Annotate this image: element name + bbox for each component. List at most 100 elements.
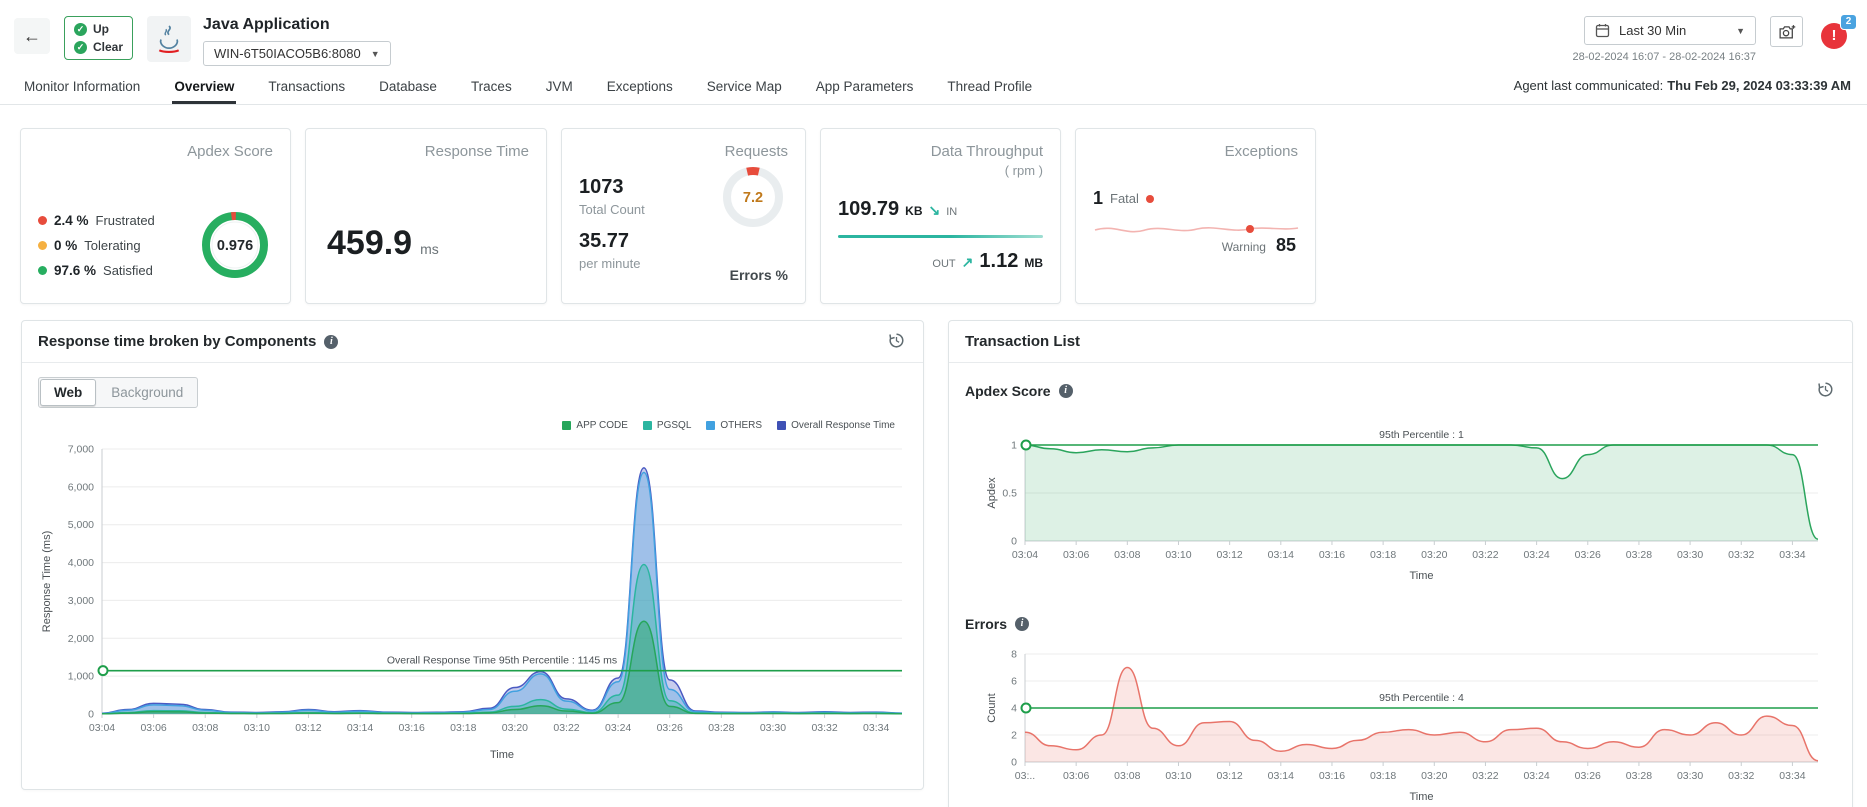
legend-item[interactable]: OTHERS	[706, 420, 762, 431]
tab-monitor-information[interactable]: Monitor Information	[22, 71, 142, 104]
back-button[interactable]: ←	[14, 18, 50, 54]
svg-text:03:06: 03:06	[1063, 770, 1089, 782]
svg-text:03:26: 03:26	[657, 722, 683, 734]
svg-text:03:04: 03:04	[89, 722, 115, 734]
java-logo-icon	[158, 25, 180, 53]
tab-transactions[interactable]: Transactions	[266, 71, 347, 104]
legend-label: PGSQL	[656, 420, 692, 431]
requests-total-label: Total Count	[579, 201, 645, 217]
svg-text:03:12: 03:12	[1217, 770, 1243, 782]
tab-thread-profile[interactable]: Thread Profile	[945, 71, 1034, 104]
chevron-down-icon: ▼	[1736, 25, 1745, 36]
tab-database[interactable]: Database	[377, 71, 439, 104]
tab-service-map[interactable]: Service Map	[705, 71, 784, 104]
host-name: WIN-6T50IACO5B6:8080	[214, 46, 361, 61]
tab-jvm[interactable]: JVM	[544, 71, 575, 104]
host-selector[interactable]: WIN-6T50IACO5B6:8080 ▼	[203, 41, 391, 66]
availability-status: ✓ Up	[74, 22, 123, 36]
status-dot	[38, 215, 47, 225]
availability-label: Up	[93, 22, 109, 36]
tab-bar: Monitor Information Overview Transactions D…	[0, 68, 1867, 105]
date-range-label: 28-02-2024 16:07 - 28-02-2024 16:37	[1572, 51, 1756, 63]
apdex-chart: 0 0.5 1 03:04 03:06 03:08 03:10 03:12 03:14 03:16…	[965, 427, 1836, 590]
apdex-frustrated-arc	[202, 212, 268, 278]
apdex-row-value: 2.4 %	[54, 212, 89, 228]
view-toggle: Web Background	[38, 377, 199, 408]
svg-text:03:34: 03:34	[863, 722, 889, 734]
legend-item[interactable]: Overall Response Time	[777, 420, 895, 431]
errors-chart-svg: 0 2 4 6 8 03:.. 03:06 03:08 03:10 03:12 03:14 03:16…	[986, 649, 1819, 803]
fatal-row: 1 Fatal	[1093, 188, 1298, 209]
throughput-out-unit: MB	[1024, 256, 1043, 270]
history-button[interactable]	[886, 330, 907, 354]
svg-text:03:14: 03:14	[347, 722, 373, 734]
svg-text:03:10: 03:10	[1165, 770, 1191, 782]
legend-swatch	[777, 421, 787, 430]
requests-rate: 35.77	[579, 230, 630, 253]
legend-swatch	[562, 421, 572, 430]
svg-text:1: 1	[1011, 440, 1017, 452]
tab-exceptions[interactable]: Exceptions	[605, 71, 675, 104]
kpi-card-apdex-score: Apdex Score 2.4 % Frustrated 0 % Tolerating…	[20, 128, 291, 304]
svg-text:03:30: 03:30	[760, 722, 786, 734]
svg-text:Time: Time	[1409, 791, 1433, 803]
svg-text:03:28: 03:28	[1626, 770, 1652, 782]
legend-item[interactable]: APP CODE	[562, 420, 628, 431]
throughput-in-row: 109.79 KB ↘ IN	[838, 198, 1043, 221]
alert-count-badge: 2	[1840, 14, 1857, 30]
info-icon[interactable]: i	[1058, 384, 1073, 398]
svg-text:3,000: 3,000	[68, 595, 94, 607]
components-chart-svg: 0 1,000 2,000 3,000 4,000 5,000 6,000 7,000 03:0…	[41, 444, 903, 761]
errors-chart: 0 2 4 6 8 03:.. 03:06 03:08 03:10 03:12 03:14 03:16…	[965, 644, 1836, 807]
info-icon[interactable]: i	[1015, 617, 1030, 631]
requests-total: 1073	[579, 175, 624, 198]
svg-text:03:16: 03:16	[1319, 770, 1345, 782]
agent-label: Agent last communicated:	[1513, 78, 1664, 93]
svg-text:03:16: 03:16	[399, 722, 425, 734]
screenshot-button[interactable]	[1770, 16, 1803, 47]
svg-text:03:28: 03:28	[1626, 549, 1652, 561]
errors-section-title: Errors	[965, 616, 1008, 632]
apdex-row-label: Satisfied	[103, 262, 153, 278]
svg-text:Time: Time	[1409, 570, 1433, 582]
svg-text:03:08: 03:08	[1114, 770, 1140, 782]
errors-pct-label: Errors %	[729, 267, 788, 283]
time-range-selector[interactable]: Last 30 Min ▼	[1584, 16, 1756, 45]
title-block: Java Application WIN-6T50IACO5B6:8080 ▼	[203, 16, 391, 66]
history-button[interactable]	[1815, 379, 1836, 403]
svg-text:Apdex: Apdex	[986, 477, 998, 509]
components-chart: 0 1,000 2,000 3,000 4,000 5,000 6,000 7,000 03:0…	[22, 431, 923, 769]
svg-text:4,000: 4,000	[68, 557, 94, 569]
page-title: Java Application	[203, 16, 330, 33]
svg-text:03:12: 03:12	[295, 722, 321, 734]
svg-text:03:06: 03:06	[1063, 549, 1089, 561]
svg-text:03:34: 03:34	[1779, 770, 1805, 782]
info-icon[interactable]: i	[324, 334, 339, 349]
fatal-count: 1	[1093, 188, 1104, 208]
tab-overview[interactable]: Overview	[172, 71, 237, 104]
legend-item[interactable]: PGSQL	[642, 420, 692, 431]
transaction-panel-title: Transaction List	[965, 333, 1081, 350]
kpi-card-exceptions: Exceptions 1 Fatal Warning 85	[1075, 128, 1316, 304]
tab-traces[interactable]: Traces	[469, 71, 514, 104]
apdex-chart-svg: 0 0.5 1 03:04 03:06 03:08 03:10 03:12 03:14 03:16…	[986, 429, 1819, 582]
check-icon: ✓	[74, 22, 87, 36]
time-range-value: Last 30 Min	[1619, 23, 1687, 38]
svg-text:03:14: 03:14	[1268, 549, 1294, 561]
apdex-row-label: Tolerating	[84, 237, 141, 253]
apdex-row-label: Frustrated	[95, 212, 155, 228]
throughput-in-label: IN	[946, 206, 958, 218]
warning-dot	[1246, 225, 1254, 233]
errors-gauge: 7.2	[723, 167, 783, 227]
apdex-breakdown-row: 97.6 % Satisfied	[38, 263, 191, 278]
svg-text:03:26: 03:26	[1575, 549, 1601, 561]
toggle-web[interactable]: Web	[40, 379, 97, 406]
card-title: Apdex Score	[187, 143, 273, 160]
tab-app-parameters[interactable]: App Parameters	[814, 71, 916, 104]
alerts-indicator[interactable]: ! 2	[1821, 14, 1857, 50]
svg-text:95th Percentile : 4: 95th Percentile : 4	[1379, 692, 1464, 704]
gauge-inner	[211, 221, 259, 269]
svg-text:03:20: 03:20	[1421, 770, 1447, 782]
toggle-background[interactable]: Background	[97, 378, 197, 407]
